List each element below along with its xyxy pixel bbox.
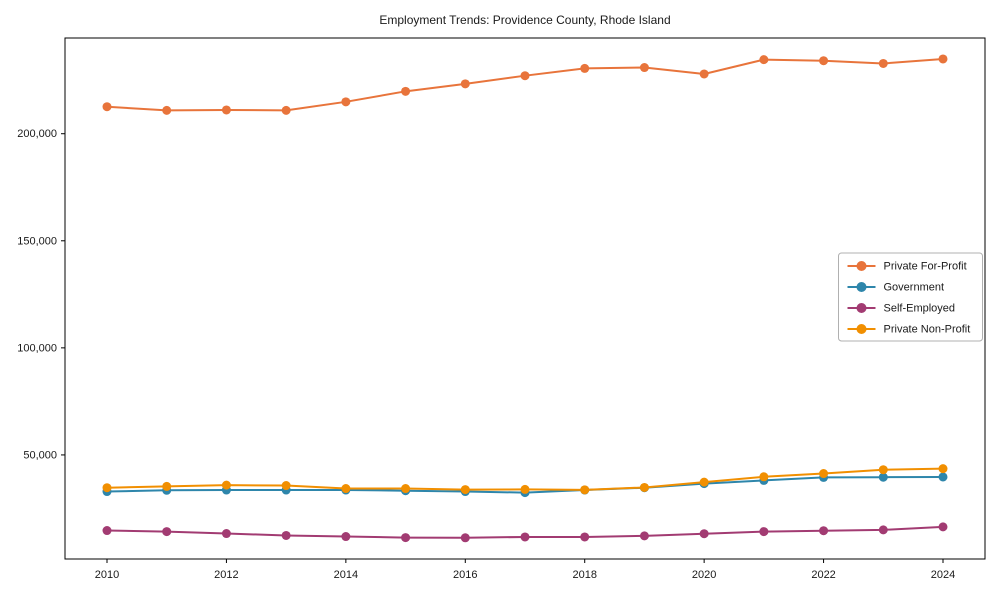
data-point-self-employed-2014	[341, 532, 351, 542]
data-point-private-non-profit-2017	[520, 484, 530, 494]
legend-label-private-non-profit: Private Non-Profit	[884, 324, 971, 336]
data-point-self-employed-2021	[759, 527, 769, 537]
data-point-private-non-profit-2022	[819, 469, 829, 479]
y-tick-label: 50,000	[23, 449, 57, 461]
data-point-private-for-profit-2010	[102, 102, 112, 112]
data-point-self-employed-2015	[401, 533, 411, 543]
data-point-self-employed-2019	[639, 531, 649, 541]
data-point-private-non-profit-2016	[460, 485, 470, 495]
chart-title: Employment Trends: Providence County, Rh…	[379, 13, 670, 27]
data-point-private-non-profit-2023	[878, 465, 888, 475]
data-point-self-employed-2023	[878, 525, 888, 535]
x-tick-label: 2024	[931, 569, 955, 581]
data-point-private-for-profit-2016	[460, 79, 470, 89]
data-point-private-non-profit-2012	[221, 480, 231, 490]
legend-label-self-employed: Self-Employed	[884, 303, 956, 315]
data-point-self-employed-2020	[699, 529, 709, 539]
data-point-private-for-profit-2015	[401, 86, 411, 96]
data-point-private-non-profit-2015	[401, 484, 411, 494]
data-point-private-for-profit-2022	[819, 56, 829, 66]
data-point-private-for-profit-2021	[759, 55, 769, 65]
data-point-private-non-profit-2010	[102, 483, 112, 493]
x-tick-label: 2018	[572, 569, 596, 581]
data-point-private-non-profit-2014	[341, 484, 351, 494]
x-tick-label: 2020	[692, 569, 716, 581]
series-line-private-for-profit	[106, 57, 944, 112]
data-point-private-non-profit-2020	[699, 477, 709, 487]
data-point-private-for-profit-2011	[162, 105, 172, 115]
data-point-private-for-profit-2024	[938, 54, 948, 64]
y-tick-label: 150,000	[17, 235, 57, 247]
data-point-self-employed-2010	[102, 526, 112, 536]
legend-label-private-for-profit: Private For-Profit	[884, 261, 967, 273]
plot-area: 50,000 100,000 150,000 200,000 2010 2012 2014 2…	[17, 37, 986, 581]
x-tick-label: 2014	[334, 569, 358, 581]
data-point-self-employed-2011	[162, 527, 172, 537]
data-point-private-for-profit-2020	[699, 69, 709, 79]
legend-marker-dot	[856, 282, 867, 292]
data-point-self-employed-2012	[221, 529, 231, 539]
y-tick-label: 200,000	[17, 128, 57, 140]
legend-marker-dot	[856, 324, 867, 334]
data-point-private-non-profit-2024	[938, 464, 948, 474]
data-point-private-non-profit-2011	[162, 481, 172, 491]
y-tick-label: 100,000	[17, 342, 57, 354]
data-point-private-for-profit-2014	[341, 97, 351, 107]
data-point-private-for-profit-2018	[580, 63, 590, 73]
data-point-private-for-profit-2013	[281, 105, 291, 115]
x-tick-label: 2022	[811, 569, 835, 581]
legend-marker-dot	[856, 303, 867, 313]
data-point-self-employed-2024	[938, 522, 948, 532]
data-point-private-non-profit-2019	[639, 482, 649, 492]
data-point-self-employed-2016	[460, 533, 470, 543]
data-point-private-non-profit-2018	[580, 485, 590, 495]
data-point-self-employed-2022	[819, 526, 829, 536]
data-point-private-for-profit-2012	[221, 105, 231, 115]
x-tick-label: 2016	[453, 569, 477, 581]
data-point-self-employed-2018	[580, 532, 590, 542]
data-point-private-for-profit-2023	[878, 58, 888, 68]
legend-label-government: Government	[884, 282, 945, 294]
data-point-government-2023	[878, 472, 888, 482]
plot-border	[64, 37, 986, 560]
x-tick-label: 2010	[95, 569, 119, 581]
data-point-self-employed-2017	[520, 532, 530, 542]
data-point-government-2024	[938, 472, 948, 482]
data-point-private-for-profit-2017	[520, 71, 530, 81]
x-tick-label: 2012	[214, 569, 238, 581]
data-point-private-non-profit-2021	[759, 472, 769, 482]
data-point-private-for-profit-2019	[639, 63, 649, 73]
data-point-private-non-profit-2013	[281, 481, 291, 491]
legend-marker-dot	[856, 261, 867, 271]
data-point-self-employed-2013	[281, 530, 291, 540]
legend-box	[838, 252, 983, 342]
